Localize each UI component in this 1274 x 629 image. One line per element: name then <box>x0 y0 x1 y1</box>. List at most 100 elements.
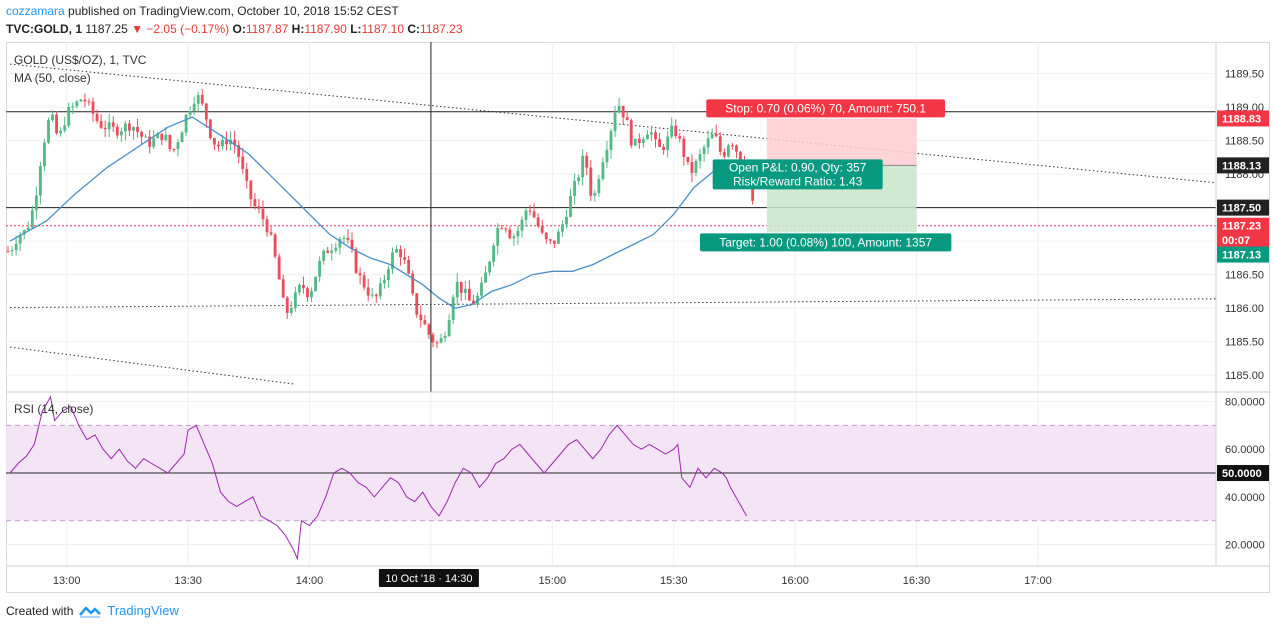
main-pane-title: GOLD (US$/OZ), 1, TVC <box>14 53 147 67</box>
candle-body <box>682 138 686 157</box>
candle-body <box>233 139 237 146</box>
candle-body <box>152 138 156 147</box>
axes: 13:0013:3014:0014:3015:0015:3016:0016:30… <box>6 42 1270 587</box>
published-text: published on TradingView.com, October 10… <box>68 4 399 18</box>
price-change: ▼ −2.05 (−0.17%) <box>131 22 230 36</box>
candle-body <box>654 132 657 140</box>
candle-body <box>662 146 666 151</box>
candle-body <box>95 113 99 122</box>
candle-body <box>524 210 528 220</box>
trendlines[interactable] <box>9 63 1217 385</box>
stop-label-bg <box>706 99 946 118</box>
candle-body <box>115 126 119 136</box>
risk-reward-text: Risk/Reward Ratio: 1.43 <box>733 174 863 188</box>
candle-body <box>589 167 593 196</box>
low-value: 1187.10 <box>361 22 405 36</box>
candle-body <box>350 239 354 250</box>
candle-body <box>47 120 50 143</box>
candle-body <box>516 230 520 237</box>
price-badge <box>1217 157 1269 174</box>
candle-body <box>698 154 702 161</box>
candle-body <box>338 238 342 248</box>
candle-body <box>710 134 714 139</box>
candle-body <box>735 145 738 152</box>
candle-body <box>658 139 661 147</box>
overlay-labels: Stop: 0.70 (0.06%) 70, Amount: 750.1 Targ… <box>699 99 952 252</box>
publication-info: cozzamara published on TradingView.com, … <box>6 4 399 18</box>
candle-body <box>34 195 38 211</box>
candle-body <box>318 260 322 277</box>
candle-body <box>443 336 447 339</box>
candle-body <box>322 250 326 261</box>
open-label: O: <box>232 22 246 36</box>
candle-body <box>407 259 411 274</box>
x-tick-label: 15:30 <box>660 575 688 587</box>
candle-body <box>123 123 127 132</box>
rsi-tick-label: 20.0000 <box>1225 540 1265 552</box>
candle-body <box>674 125 678 137</box>
price-tick-label: 1185.50 <box>1225 337 1264 349</box>
price-badge-text: 1187.23 <box>1222 221 1261 233</box>
candle-body <box>605 149 609 163</box>
candle-body <box>14 243 18 251</box>
candle-body <box>714 134 718 137</box>
candle-body <box>83 99 87 102</box>
candle-body <box>451 297 455 321</box>
candle-body <box>419 314 423 321</box>
candle-body <box>99 121 103 128</box>
candle-body <box>314 276 317 292</box>
tradingview-brand[interactable]: TradingView <box>107 603 179 618</box>
candle-body <box>439 338 443 343</box>
price-tick-label: 1186.00 <box>1225 303 1264 315</box>
candle-body <box>702 147 706 155</box>
symbol-label: TVC:GOLD, 1 <box>6 22 83 36</box>
author-link[interactable]: cozzamara <box>6 4 65 18</box>
candle-body <box>63 125 67 131</box>
candle-body <box>212 138 216 145</box>
candle-body <box>617 105 621 113</box>
candle-body <box>625 117 629 121</box>
candle-body <box>281 279 285 298</box>
price-badge-text: 1187.50 <box>1222 203 1261 215</box>
candle-body <box>326 250 330 253</box>
candle-body <box>111 122 115 127</box>
candle-body <box>694 160 698 173</box>
candle-body <box>180 132 184 143</box>
price-badge <box>1217 217 1269 234</box>
candle-body <box>423 320 427 325</box>
candle-body <box>6 251 10 253</box>
x-tick-label: 16:30 <box>903 575 931 587</box>
candle-body <box>160 133 164 141</box>
candle-body <box>30 210 34 228</box>
candle-body <box>285 297 289 313</box>
candle-body <box>358 272 362 276</box>
candle-body <box>204 103 208 120</box>
candle-body <box>330 250 334 253</box>
candle-body <box>722 151 726 157</box>
candle-body <box>38 166 42 196</box>
candle-body <box>366 287 370 296</box>
candle-body <box>257 206 261 209</box>
candle-body <box>273 234 277 257</box>
candle-body <box>480 282 483 296</box>
candle-body <box>192 103 196 111</box>
candle-body <box>269 232 273 235</box>
candle-body <box>156 133 160 139</box>
candle-body <box>75 101 79 107</box>
candle-body <box>302 284 305 289</box>
stop-label-text: Stop: 0.70 (0.06%) 70, Amount: 750.1 <box>725 101 926 115</box>
candle-body <box>435 342 439 344</box>
x-tick-label: 13:30 <box>174 575 202 587</box>
x-tick-label: 14:00 <box>296 575 324 587</box>
candle-body <box>666 136 670 151</box>
candle-body <box>637 138 641 144</box>
price-badge <box>1217 231 1269 248</box>
rsi-legend: RSI (14, close) <box>14 402 93 416</box>
candle-body <box>225 139 228 145</box>
candle-body <box>391 252 394 270</box>
candle-body <box>500 228 504 230</box>
candle-body <box>249 180 253 200</box>
pnl-text: Open P&L: 0.90, Qty: 357 <box>729 160 867 174</box>
candle-body <box>10 250 14 252</box>
